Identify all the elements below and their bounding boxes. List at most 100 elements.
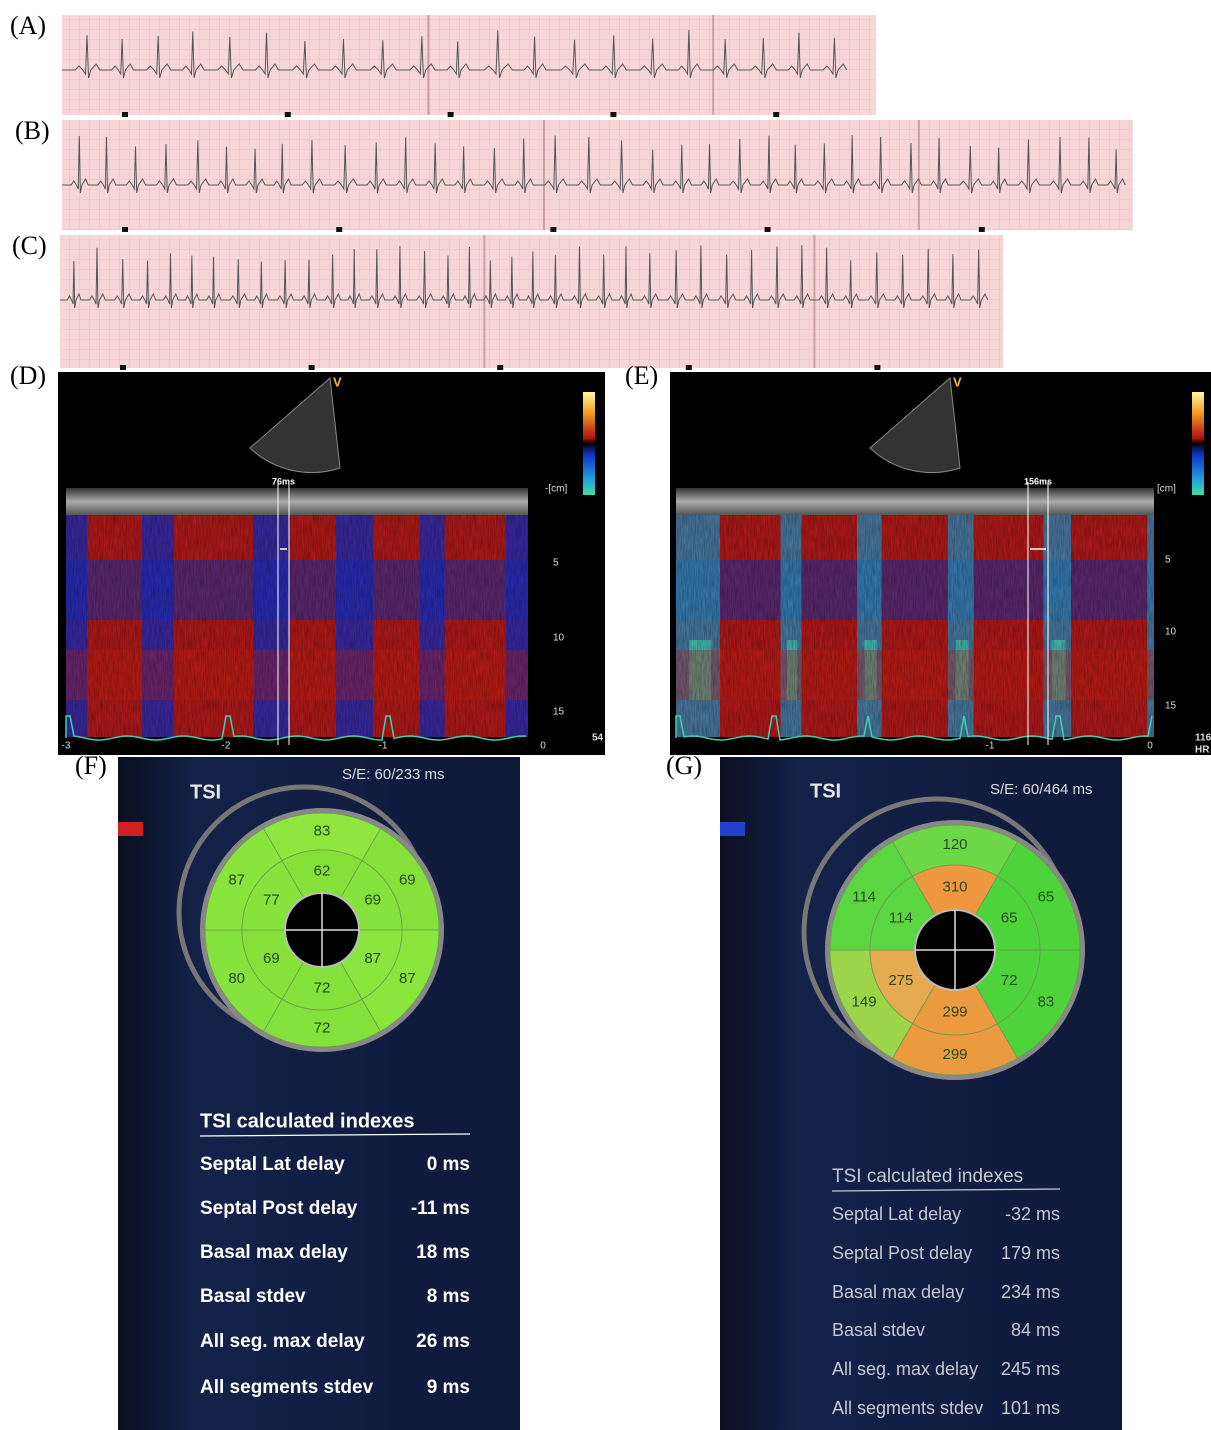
row-name: All segments stdev (832, 1398, 983, 1418)
panel-label: (D) (10, 361, 46, 390)
color-bar (1192, 392, 1204, 495)
segment-value: 72 (314, 979, 331, 996)
measurement: 76ms (272, 476, 295, 486)
segment-value: 114 (852, 888, 876, 905)
segment-value: 87 (399, 970, 416, 987)
panel-label: (B) (15, 116, 50, 145)
segment-value: 83 (1038, 993, 1055, 1010)
strip-marker (497, 365, 503, 370)
time-tick: 0 (1147, 741, 1153, 752)
panel-label: (E) (625, 361, 658, 390)
heart-rate: 116 (1195, 733, 1211, 744)
row-value: 245 ms (1001, 1359, 1060, 1379)
segment-value: 299 (942, 1003, 967, 1020)
table-title: TSI calculated indexes (832, 1166, 1023, 1187)
strip-marker (122, 227, 128, 232)
segment-value: 62 (314, 862, 331, 879)
strip-marker (285, 112, 291, 117)
panel-label: (C) (12, 231, 47, 260)
row-name: Basal max delay (200, 1242, 348, 1263)
row-value: 234 ms (1001, 1282, 1060, 1302)
m-mode-noise (676, 515, 1154, 737)
row-name: Basal stdev (832, 1320, 925, 1340)
strip-marker (122, 112, 128, 117)
segment-value: 87 (228, 872, 245, 889)
segment-value: 87 (364, 950, 381, 967)
gray-strip (676, 488, 1154, 515)
segment-value: 299 (942, 1046, 967, 1063)
row-name: Septal Post delay (832, 1243, 972, 1263)
ecg-paper (62, 120, 1133, 230)
segment-value: 65 (1001, 910, 1018, 927)
time-tick: -2 (222, 741, 231, 752)
strip-marker (309, 365, 315, 370)
measurement: 156ms (1024, 476, 1052, 486)
tsi-title: TSI (810, 780, 841, 802)
row-value: 101 ms (1001, 1398, 1060, 1418)
row-name: Septal Post delay (200, 1198, 358, 1219)
strip-marker (550, 227, 556, 232)
m-mode (66, 515, 534, 737)
segment-value: 120 (942, 836, 967, 853)
depth-unit: -[cm] (545, 484, 567, 495)
row-name: Basal max delay (832, 1282, 964, 1302)
gray-strip (66, 488, 528, 515)
strip-marker (765, 227, 771, 232)
row-name: All segments stdev (200, 1377, 374, 1398)
row-value: 26 ms (416, 1331, 470, 1352)
color-bar (583, 392, 595, 495)
depth-tick: 10 (1165, 627, 1177, 638)
segment-value: 69 (263, 950, 280, 967)
probe-marker: V (333, 374, 342, 389)
panels: (A) (B) (C) V 76ms -[cm] 5 10 15 -3 -2 -1 0 54 (D) V 156… (10, 11, 1211, 1430)
panel-label: (F) (75, 751, 107, 780)
row-name: All seg. max delay (200, 1331, 365, 1352)
scale-flag (118, 822, 143, 836)
row-name: Septal Lat delay (200, 1154, 345, 1175)
panel-label: (A) (10, 11, 46, 40)
row-value: -32 ms (1005, 1204, 1060, 1224)
segment-value: 114 (889, 910, 913, 927)
tsi-title: TSI (190, 781, 221, 803)
ecg-paper (62, 15, 876, 115)
depth-tick: 15 (1165, 701, 1177, 712)
segment-value: 83 (314, 822, 331, 839)
segment-value: 275 (888, 972, 913, 989)
time-tick: -3 (62, 741, 71, 752)
row-value: 8 ms (427, 1286, 470, 1307)
se-value: S/E: 60/464 ms (990, 781, 1093, 798)
row-value: 18 ms (416, 1242, 470, 1263)
row-name: Basal stdev (200, 1286, 306, 1307)
time-tick: 0 (540, 741, 546, 752)
heart-rate-unit: HR (1195, 745, 1210, 756)
segment-value: 77 (263, 892, 280, 909)
figure: (A) (B) (C) V 76ms -[cm] 5 10 15 -3 -2 -1 0 54 (D) V 156… (0, 0, 1211, 1430)
segment-value: 149 (852, 993, 877, 1010)
segment-value: 65 (1038, 888, 1055, 905)
strip-marker (336, 227, 342, 232)
row-name: All seg. max delay (832, 1359, 978, 1379)
depth-tick: 5 (553, 558, 559, 569)
row-value: 9 ms (427, 1377, 470, 1398)
se-value: S/E: 60/233 ms (342, 766, 445, 783)
row-value: 179 ms (1001, 1243, 1060, 1263)
table-title: TSI calculated indexes (200, 1110, 415, 1132)
depth-unit: [cm] (1157, 484, 1176, 495)
m-mode-noise (66, 515, 528, 737)
heart-rate: 54 (592, 733, 604, 744)
row-name: Septal Lat delay (832, 1204, 961, 1224)
panel-label: (G) (666, 751, 702, 780)
probe-marker: V (953, 374, 962, 389)
segment-value: 72 (1001, 972, 1018, 989)
time-tick: -1 (986, 741, 995, 752)
strip-marker (610, 112, 616, 117)
scale-flag (720, 822, 745, 836)
depth-tick: 5 (1165, 555, 1171, 566)
row-value: 0 ms (427, 1154, 470, 1175)
strip-marker (979, 227, 985, 232)
segment-value: 69 (399, 872, 416, 889)
strip-marker (874, 365, 880, 370)
depth-tick: 10 (553, 633, 565, 644)
segment-value: 310 (942, 878, 967, 895)
m-mode (676, 515, 1182, 737)
